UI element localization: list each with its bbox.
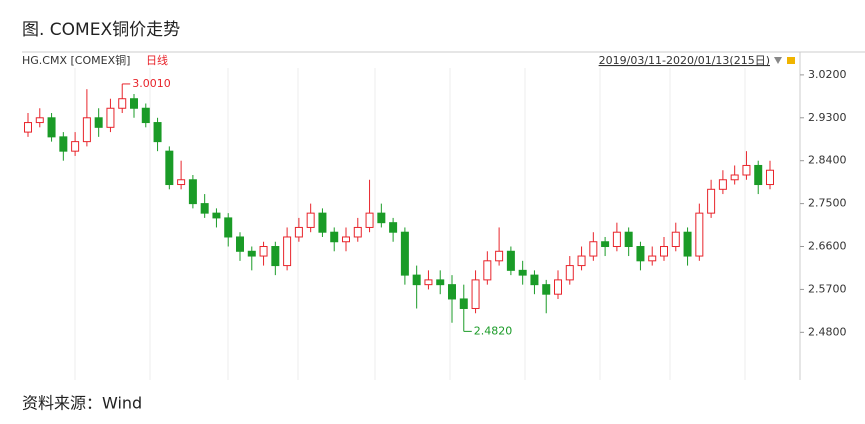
candle-body — [554, 279, 562, 295]
candle-body — [766, 169, 774, 186]
dropdown-icon[interactable] — [774, 57, 782, 64]
candle-body — [236, 236, 244, 252]
candle-body — [730, 174, 739, 181]
y-tick-label: 2.5700 — [808, 282, 847, 295]
candle-body — [448, 284, 456, 300]
candle-body — [247, 250, 256, 257]
candle-body — [106, 107, 115, 128]
candle-body — [342, 236, 350, 243]
annotation-label: 3.0010 — [132, 77, 171, 90]
candle-body — [389, 222, 398, 233]
candle-body — [118, 98, 127, 109]
candle-body — [707, 188, 716, 214]
candle-body — [660, 246, 668, 257]
candle-body — [224, 217, 233, 238]
candle-body — [495, 250, 504, 262]
candle-body — [483, 260, 492, 281]
candle-body — [412, 274, 421, 286]
y-tick-label: 3.0200 — [808, 68, 847, 81]
candle-body — [459, 298, 468, 309]
candle-body — [283, 236, 292, 267]
candle-body — [365, 212, 374, 228]
candle-body — [718, 179, 727, 190]
candle-body — [318, 212, 327, 233]
candle-body — [330, 231, 339, 243]
y-tick-label: 2.4800 — [808, 325, 847, 338]
candle-body — [294, 226, 303, 238]
symbol: HG.CMX [COMEX铜] — [22, 53, 130, 67]
candle-body — [177, 179, 186, 186]
candle-body — [59, 136, 68, 152]
candle-body — [671, 231, 680, 248]
candle-body — [271, 246, 280, 267]
candle-body — [518, 269, 527, 276]
candle-body — [636, 246, 645, 262]
candle-body — [577, 255, 586, 267]
candle-body — [742, 164, 751, 176]
y-tick-label: 2.8400 — [808, 154, 847, 167]
candle-body — [130, 98, 138, 109]
candle-body — [94, 117, 103, 128]
candle-body — [624, 231, 633, 248]
y-tick-label: 2.7500 — [808, 197, 847, 210]
candle-body — [71, 141, 80, 152]
candle-body — [153, 122, 162, 143]
candle-body — [165, 150, 174, 186]
candle-body — [436, 279, 445, 286]
candle-body — [648, 255, 657, 262]
annotation-label: 2.4820 — [474, 324, 513, 337]
candle-body — [47, 117, 56, 138]
candle-body — [400, 231, 409, 276]
candle-body — [24, 122, 32, 133]
period: 日线 — [146, 53, 168, 67]
source: 资料来源：Wind — [22, 394, 142, 413]
date-range[interactable]: 2019/03/11-2020/01/13(215日) — [599, 54, 770, 67]
candle-body — [612, 231, 621, 248]
plot-frame — [22, 51, 865, 380]
candle-body — [565, 265, 574, 281]
settings-icon[interactable] — [787, 57, 795, 64]
candle-body — [82, 117, 91, 143]
candle-body — [188, 179, 197, 205]
candle-body — [601, 241, 610, 248]
candle-body — [259, 246, 268, 257]
y-tick-label: 2.6600 — [808, 240, 847, 253]
candle-body — [683, 231, 692, 257]
candle-body — [754, 164, 763, 186]
candle-body — [542, 284, 551, 295]
candle-body — [200, 203, 209, 214]
candle-body — [589, 241, 598, 257]
candle-body — [530, 274, 539, 286]
candle-body — [471, 279, 480, 309]
vertical-grid — [74, 68, 746, 380]
candle-body — [353, 226, 362, 238]
candle-body — [35, 117, 44, 124]
chart-title: 图. COMEX铜价走势 — [22, 20, 180, 40]
candle-body — [377, 212, 386, 224]
candle-body — [306, 212, 315, 228]
candle-body — [141, 107, 150, 124]
candle-body — [695, 212, 704, 257]
candle-body — [506, 250, 515, 271]
candle-body — [424, 279, 433, 286]
y-tick-label: 2.9300 — [808, 111, 847, 124]
candle-body — [212, 212, 221, 219]
